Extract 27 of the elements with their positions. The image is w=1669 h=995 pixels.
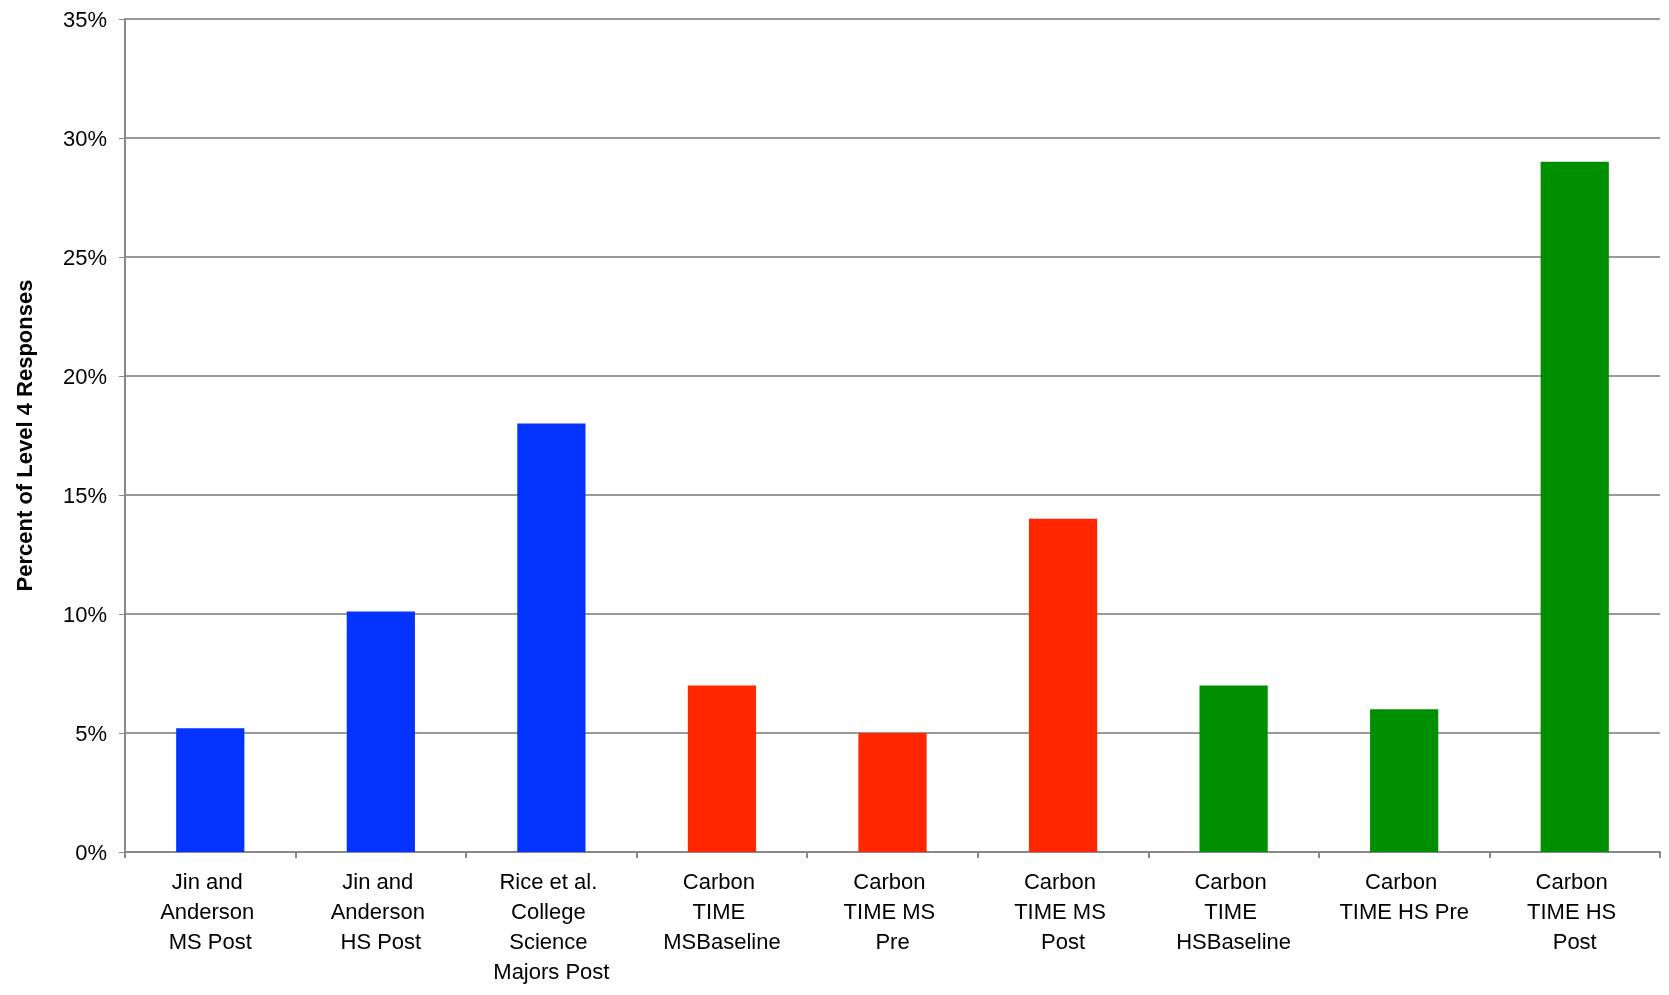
bar <box>176 728 245 852</box>
x-tick-label: Carbon TIME HS Pre <box>1339 868 1469 924</box>
bar <box>687 685 757 852</box>
bar <box>1540 161 1609 852</box>
x-tick-label: Jin and Anderson HS Post <box>330 868 431 954</box>
y-tick-label: 10% <box>62 601 107 627</box>
bar <box>1028 518 1098 852</box>
bar <box>517 423 586 852</box>
y-tick-label: 35% <box>62 6 107 32</box>
bar <box>1370 709 1439 852</box>
y-tick-label: 30% <box>62 125 107 151</box>
x-tick-label: Carbon TIME MS Post <box>1014 868 1112 954</box>
x-tick-label: Jin and Anderson MS Post <box>160 868 261 954</box>
y-tick-label: 20% <box>62 363 107 389</box>
x-tick-label: Carbon TIME MSBaseline <box>663 868 781 954</box>
x-tick-label: Carbon TIME HS Post <box>1527 868 1623 954</box>
y-tick-label: 5% <box>75 720 107 746</box>
x-tick-label: Rice et al. College Science Majors Post <box>493 868 610 984</box>
y-tick-label: 25% <box>62 244 107 270</box>
x-tick-label: Carbon TIME HSBaseline <box>1176 868 1292 954</box>
bar <box>1199 685 1268 852</box>
x-tick-label: Carbon TIME MS Pre <box>843 868 942 954</box>
bar <box>858 733 927 852</box>
y-tick-label: 15% <box>62 482 107 508</box>
bar <box>346 611 415 852</box>
y-axis-title: Percent of Level 4 Responses <box>11 279 37 592</box>
y-tick-label: 0% <box>75 839 107 865</box>
